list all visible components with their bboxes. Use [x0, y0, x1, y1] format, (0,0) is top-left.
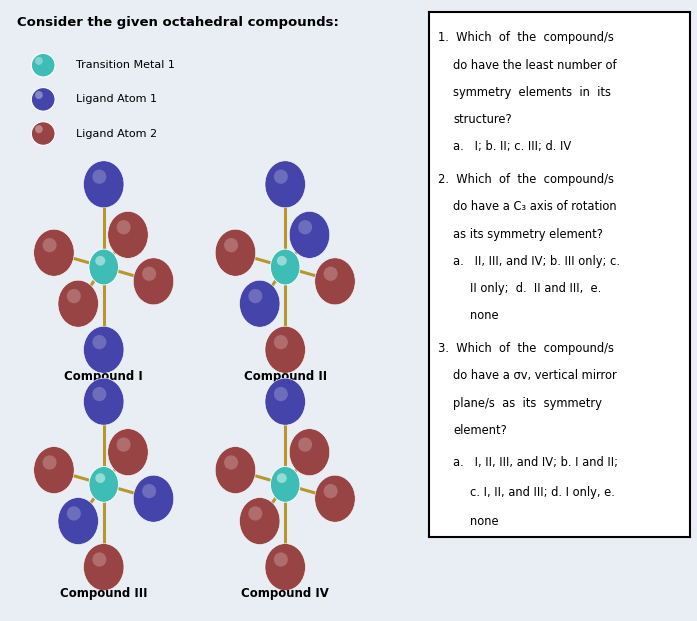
Ellipse shape [67, 289, 81, 303]
Ellipse shape [35, 125, 43, 133]
Ellipse shape [298, 220, 312, 234]
Text: none: none [470, 515, 499, 528]
Text: Transition Metal 1: Transition Metal 1 [75, 60, 174, 70]
Ellipse shape [224, 455, 238, 469]
Ellipse shape [35, 91, 43, 99]
Ellipse shape [248, 506, 262, 520]
Ellipse shape [33, 229, 74, 276]
Text: Compound III: Compound III [60, 587, 148, 601]
Ellipse shape [33, 446, 74, 494]
Ellipse shape [277, 473, 286, 483]
Ellipse shape [274, 335, 288, 349]
Ellipse shape [265, 161, 305, 208]
Text: do have the least number of: do have the least number of [454, 58, 617, 71]
Text: Ligand Atom 2: Ligand Atom 2 [75, 129, 157, 138]
Ellipse shape [116, 437, 130, 451]
Ellipse shape [95, 473, 105, 483]
Ellipse shape [265, 326, 305, 373]
Ellipse shape [277, 256, 286, 266]
Text: c. I, II, and III; d. I only, e.: c. I, II, and III; d. I only, e. [470, 486, 615, 499]
Text: Compound II: Compound II [244, 370, 327, 383]
Ellipse shape [93, 552, 107, 566]
Ellipse shape [93, 170, 107, 184]
Text: structure?: structure? [454, 113, 512, 126]
Ellipse shape [108, 428, 148, 476]
Text: element?: element? [454, 424, 507, 437]
Ellipse shape [116, 220, 130, 234]
Ellipse shape [274, 170, 288, 184]
Ellipse shape [58, 497, 98, 545]
Text: II only;  d.  II and III,  e.: II only; d. II and III, e. [470, 282, 602, 295]
Text: Ligand Atom 1: Ligand Atom 1 [75, 94, 157, 104]
Ellipse shape [35, 57, 43, 65]
Ellipse shape [133, 475, 174, 522]
Ellipse shape [43, 455, 56, 469]
Text: none: none [470, 309, 499, 322]
Ellipse shape [142, 484, 156, 498]
Ellipse shape [240, 280, 280, 327]
Text: as its symmetry element?: as its symmetry element? [454, 227, 604, 240]
Ellipse shape [265, 378, 305, 425]
Ellipse shape [298, 437, 312, 451]
Ellipse shape [93, 335, 107, 349]
Ellipse shape [323, 266, 337, 281]
Ellipse shape [95, 256, 105, 266]
Ellipse shape [31, 88, 55, 111]
Text: Compound I: Compound I [64, 370, 143, 383]
Text: do have a C₃ axis of rotation: do have a C₃ axis of rotation [454, 201, 617, 213]
Text: a.   I, II, III, and IV; b. I and II;: a. I, II, III, and IV; b. I and II; [454, 456, 618, 469]
Ellipse shape [89, 466, 118, 502]
Ellipse shape [84, 378, 124, 425]
Text: plane/s  as  its  symmetry: plane/s as its symmetry [454, 397, 602, 409]
Text: a.   I; b. II; c. III; d. IV: a. I; b. II; c. III; d. IV [454, 140, 572, 153]
Ellipse shape [224, 238, 238, 252]
Text: 1.  Which  of  the  compound/s: 1. Which of the compound/s [438, 31, 613, 44]
Ellipse shape [58, 280, 98, 327]
Ellipse shape [289, 211, 330, 258]
Ellipse shape [274, 387, 288, 401]
Ellipse shape [215, 446, 256, 494]
Ellipse shape [270, 466, 300, 502]
Ellipse shape [67, 506, 81, 520]
Text: symmetry  elements  in  its: symmetry elements in its [454, 86, 611, 99]
Ellipse shape [215, 229, 256, 276]
Ellipse shape [142, 266, 156, 281]
Ellipse shape [274, 552, 288, 566]
Ellipse shape [315, 475, 355, 522]
Ellipse shape [31, 53, 55, 77]
Ellipse shape [108, 211, 148, 258]
Ellipse shape [323, 484, 337, 498]
Ellipse shape [43, 238, 56, 252]
Ellipse shape [289, 428, 330, 476]
Text: 3.  Which  of  the  compound/s: 3. Which of the compound/s [438, 342, 614, 355]
Ellipse shape [270, 249, 300, 285]
Ellipse shape [93, 387, 107, 401]
Text: a.   II, III, and IV; b. III only; c.: a. II, III, and IV; b. III only; c. [454, 255, 620, 268]
Ellipse shape [84, 161, 124, 208]
Ellipse shape [31, 122, 55, 145]
Text: 2.  Which  of  the  compound/s: 2. Which of the compound/s [438, 173, 614, 186]
Ellipse shape [315, 258, 355, 305]
Ellipse shape [240, 497, 280, 545]
Ellipse shape [133, 258, 174, 305]
Ellipse shape [84, 543, 124, 591]
Text: do have a σv, vertical mirror: do have a σv, vertical mirror [454, 369, 618, 383]
Ellipse shape [84, 326, 124, 373]
Text: Compound IV: Compound IV [241, 587, 329, 601]
Ellipse shape [248, 289, 262, 303]
Ellipse shape [265, 543, 305, 591]
Text: Consider the given octahedral compounds:: Consider the given octahedral compounds: [17, 16, 339, 29]
Ellipse shape [89, 249, 118, 285]
